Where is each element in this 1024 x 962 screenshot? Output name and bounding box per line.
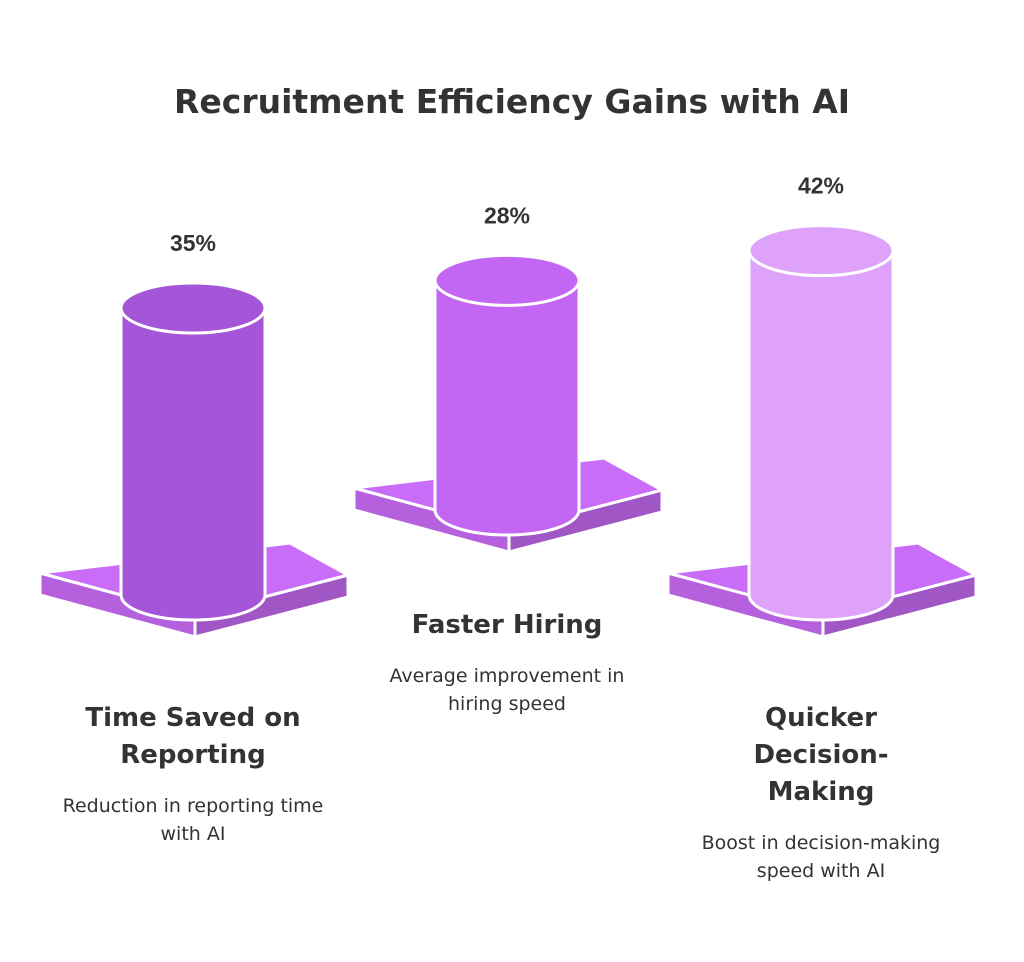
category-description: Boost in decision-making speed with AI	[701, 832, 941, 882]
cylinder	[749, 250, 893, 595]
value-label: 28%	[484, 202, 530, 228]
category-description: Reduction in reporting time with AI	[62, 795, 324, 845]
category-item: Time Saved on Reporting Reduction in repo…	[58, 700, 328, 848]
category-item: Faster Hiring Average improvement in hiri…	[377, 607, 637, 718]
cylinder	[435, 280, 579, 510]
category-description: Average improvement in hiring speed	[389, 665, 625, 715]
category-label: Quicker Decision-Making	[753, 703, 889, 807]
cylinder-top	[433, 253, 581, 307]
category-label: Time Saved on Reporting	[85, 703, 301, 770]
category-item: Quicker Decision-Making Boost in decision…	[686, 700, 956, 885]
value-label: 42%	[798, 173, 844, 199]
chart-title: Recruitment Efficiency Gains with AI	[173, 82, 851, 121]
cylinder-top	[747, 224, 895, 278]
cylinder	[121, 308, 265, 595]
value-label: 35%	[170, 230, 216, 256]
category-label: Faster Hiring	[411, 610, 603, 640]
cylinder-top	[119, 281, 267, 335]
